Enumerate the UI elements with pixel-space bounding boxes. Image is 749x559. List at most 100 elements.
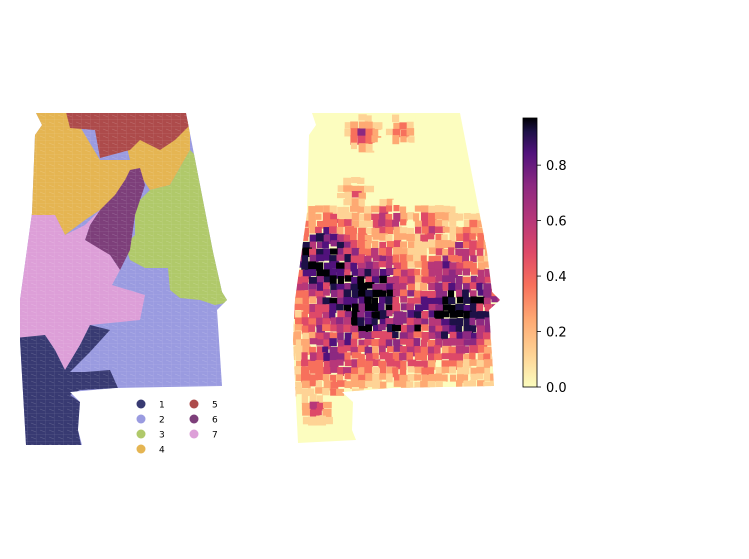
heatmap-cell (323, 289, 330, 296)
heatmap-cell (386, 241, 397, 249)
heatmap-cell (309, 401, 320, 411)
heatmap-cell (329, 360, 339, 368)
heatmap-cell (393, 240, 401, 249)
heatmap-cell (337, 367, 345, 376)
heatmap-cell (379, 199, 389, 208)
heatmap-cell (351, 359, 360, 368)
heatmap-cell (301, 352, 308, 361)
heatmap-cell (421, 331, 430, 342)
heatmap-cell (428, 290, 438, 299)
heatmap-cell (330, 261, 340, 269)
heatmap-cell (378, 360, 387, 369)
heatmap-cell (483, 261, 494, 268)
heatmap-cell (393, 339, 401, 346)
heatmap-cell (344, 338, 352, 347)
heatmap-cell (497, 240, 500, 248)
heatmap-cell (392, 114, 400, 123)
heatmap-cell (400, 129, 410, 138)
heatmap-cell (364, 366, 373, 376)
heatmap-cell (358, 254, 365, 264)
heatmap-cell (393, 388, 400, 398)
heatmap-cell (427, 367, 435, 376)
heatmap-cell (364, 317, 373, 327)
heatmap-cell (371, 331, 382, 339)
heatmap-cell (427, 261, 435, 270)
heatmap-cell (393, 247, 402, 255)
heatmap-cell (455, 338, 466, 346)
heatmap-cell (379, 318, 390, 326)
heatmap-cell (414, 241, 423, 251)
heatmap-cell (463, 318, 472, 327)
heatmap-cell (421, 241, 430, 249)
heatmap-cell (497, 311, 500, 322)
heatmap-cell (442, 345, 451, 356)
heatmap-cell (448, 338, 456, 346)
heatmap-cell (379, 275, 387, 284)
heatmap-cell (364, 268, 373, 279)
heatmap-cell (308, 416, 317, 426)
heatmap-cell (399, 233, 407, 240)
colorbar-tick-label: 0.2 (546, 326, 567, 341)
heatmap-cell (315, 290, 325, 299)
heatmap-cell (407, 275, 417, 285)
heatmap-cell (463, 283, 471, 293)
heatmap-cell (414, 346, 425, 355)
heatmap-cell (407, 297, 415, 306)
heatmap-cell (302, 241, 310, 250)
heatmap-cell (337, 248, 346, 257)
heatmap-cell (372, 381, 381, 390)
heatmap-cell (329, 338, 337, 347)
heatmap-cell (462, 289, 469, 300)
heatmap-cell (442, 275, 450, 283)
heatmap-cell (344, 122, 354, 129)
heatmap-cell (399, 367, 407, 378)
heatmap-cell (293, 282, 297, 293)
heatmap-cell (315, 304, 324, 314)
heatmap-cell (350, 346, 359, 356)
heatmap-cell (371, 339, 380, 347)
heatmap-cell (351, 352, 362, 359)
heatmap-cell (372, 261, 380, 270)
heatmap-cell (435, 304, 444, 312)
heatmap-cell (498, 289, 500, 297)
heatmap-cell (434, 282, 443, 291)
heatmap-cell (477, 269, 485, 280)
heatmap-cell (428, 317, 436, 327)
heatmap-cell (372, 129, 382, 138)
heatmap-cell (434, 205, 444, 215)
heatmap-cell (393, 345, 403, 352)
heatmap-cell (421, 261, 432, 272)
heatmap-cell (379, 331, 388, 340)
heatmap-cell (351, 247, 360, 257)
heatmap-cell (477, 289, 484, 296)
heatmap-cell (350, 297, 358, 308)
heatmap-cell (309, 234, 317, 243)
heatmap-cell (344, 136, 355, 145)
heatmap-cell (301, 311, 308, 320)
heatmap-cell (294, 226, 301, 235)
heatmap-cell (455, 353, 464, 364)
heatmap-cell (420, 339, 428, 348)
heatmap-cell (322, 324, 331, 332)
heatmap-cell (315, 387, 324, 394)
heatmap-cell (309, 254, 319, 263)
heatmap-cell (491, 296, 499, 303)
heatmap-cell (483, 255, 492, 264)
heatmap-cell (456, 289, 466, 298)
heatmap-cell (322, 408, 332, 419)
heatmap-cell (441, 318, 451, 328)
heatmap-cell (322, 297, 332, 305)
heatmap-cell (400, 360, 407, 370)
heatmap-cell (301, 233, 309, 241)
heatmap-cell (407, 268, 416, 279)
heatmap-cell (469, 352, 476, 361)
heatmap-cell (427, 233, 435, 240)
heatmap-cell (330, 240, 340, 247)
heatmap-cell (441, 353, 451, 360)
heatmap-cell (413, 318, 424, 327)
heatmap-cell (329, 297, 338, 305)
heatmap-cell (358, 213, 367, 221)
heatmap-cell (497, 296, 500, 305)
heatmap-cell (351, 310, 360, 320)
heatmap-cell (476, 213, 486, 222)
